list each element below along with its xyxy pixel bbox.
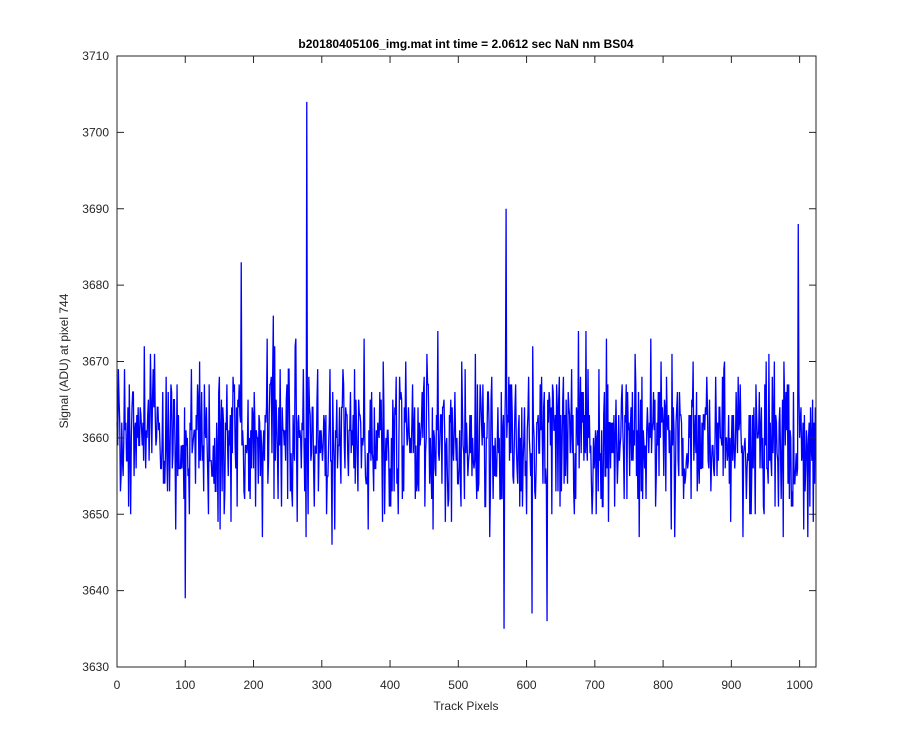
series-layer (116, 101, 816, 629)
series-line (116, 101, 816, 629)
x-tick-label: 800 (653, 678, 673, 692)
y-tick-label: 3700 (82, 125, 109, 139)
x-tick-label: 900 (721, 678, 741, 692)
x-tick-label: 500 (448, 678, 468, 692)
x-tick-label: 200 (244, 678, 264, 692)
x-tick-label: 600 (517, 678, 537, 692)
y-axis: 3630 3640 3650 3660 3670 3680 3690 3700 3710 (82, 49, 816, 674)
y-tick-label: 3630 (82, 660, 109, 674)
y-tick-label: 3660 (82, 431, 109, 445)
plot-background (117, 56, 816, 667)
y-tick-label: 3650 (82, 507, 109, 521)
y-axis-title: Signal (ADU) at pixel 744 (57, 293, 71, 428)
y-tick-label: 3690 (82, 202, 109, 216)
x-tick-label: 100 (175, 678, 195, 692)
x-tick-label: 700 (585, 678, 605, 692)
y-tick-label: 3680 (82, 278, 109, 292)
chart-title: b20180405106_img.mat int time = 2.0612 s… (298, 37, 634, 51)
y-tick-label: 3670 (82, 355, 109, 369)
x-axis-title: Track Pixels (434, 699, 499, 713)
x-tick-label: 300 (312, 678, 332, 692)
y-tick-label: 3640 (82, 584, 109, 598)
y-tick-label: 3710 (82, 49, 109, 63)
x-tick-label: 400 (380, 678, 400, 692)
x-tick-label: 1000 (786, 678, 813, 692)
x-axis: 0 100 200 300 400 500 600 700 800 900 1000 (114, 56, 813, 692)
x-tick-label: 0 (114, 678, 121, 692)
